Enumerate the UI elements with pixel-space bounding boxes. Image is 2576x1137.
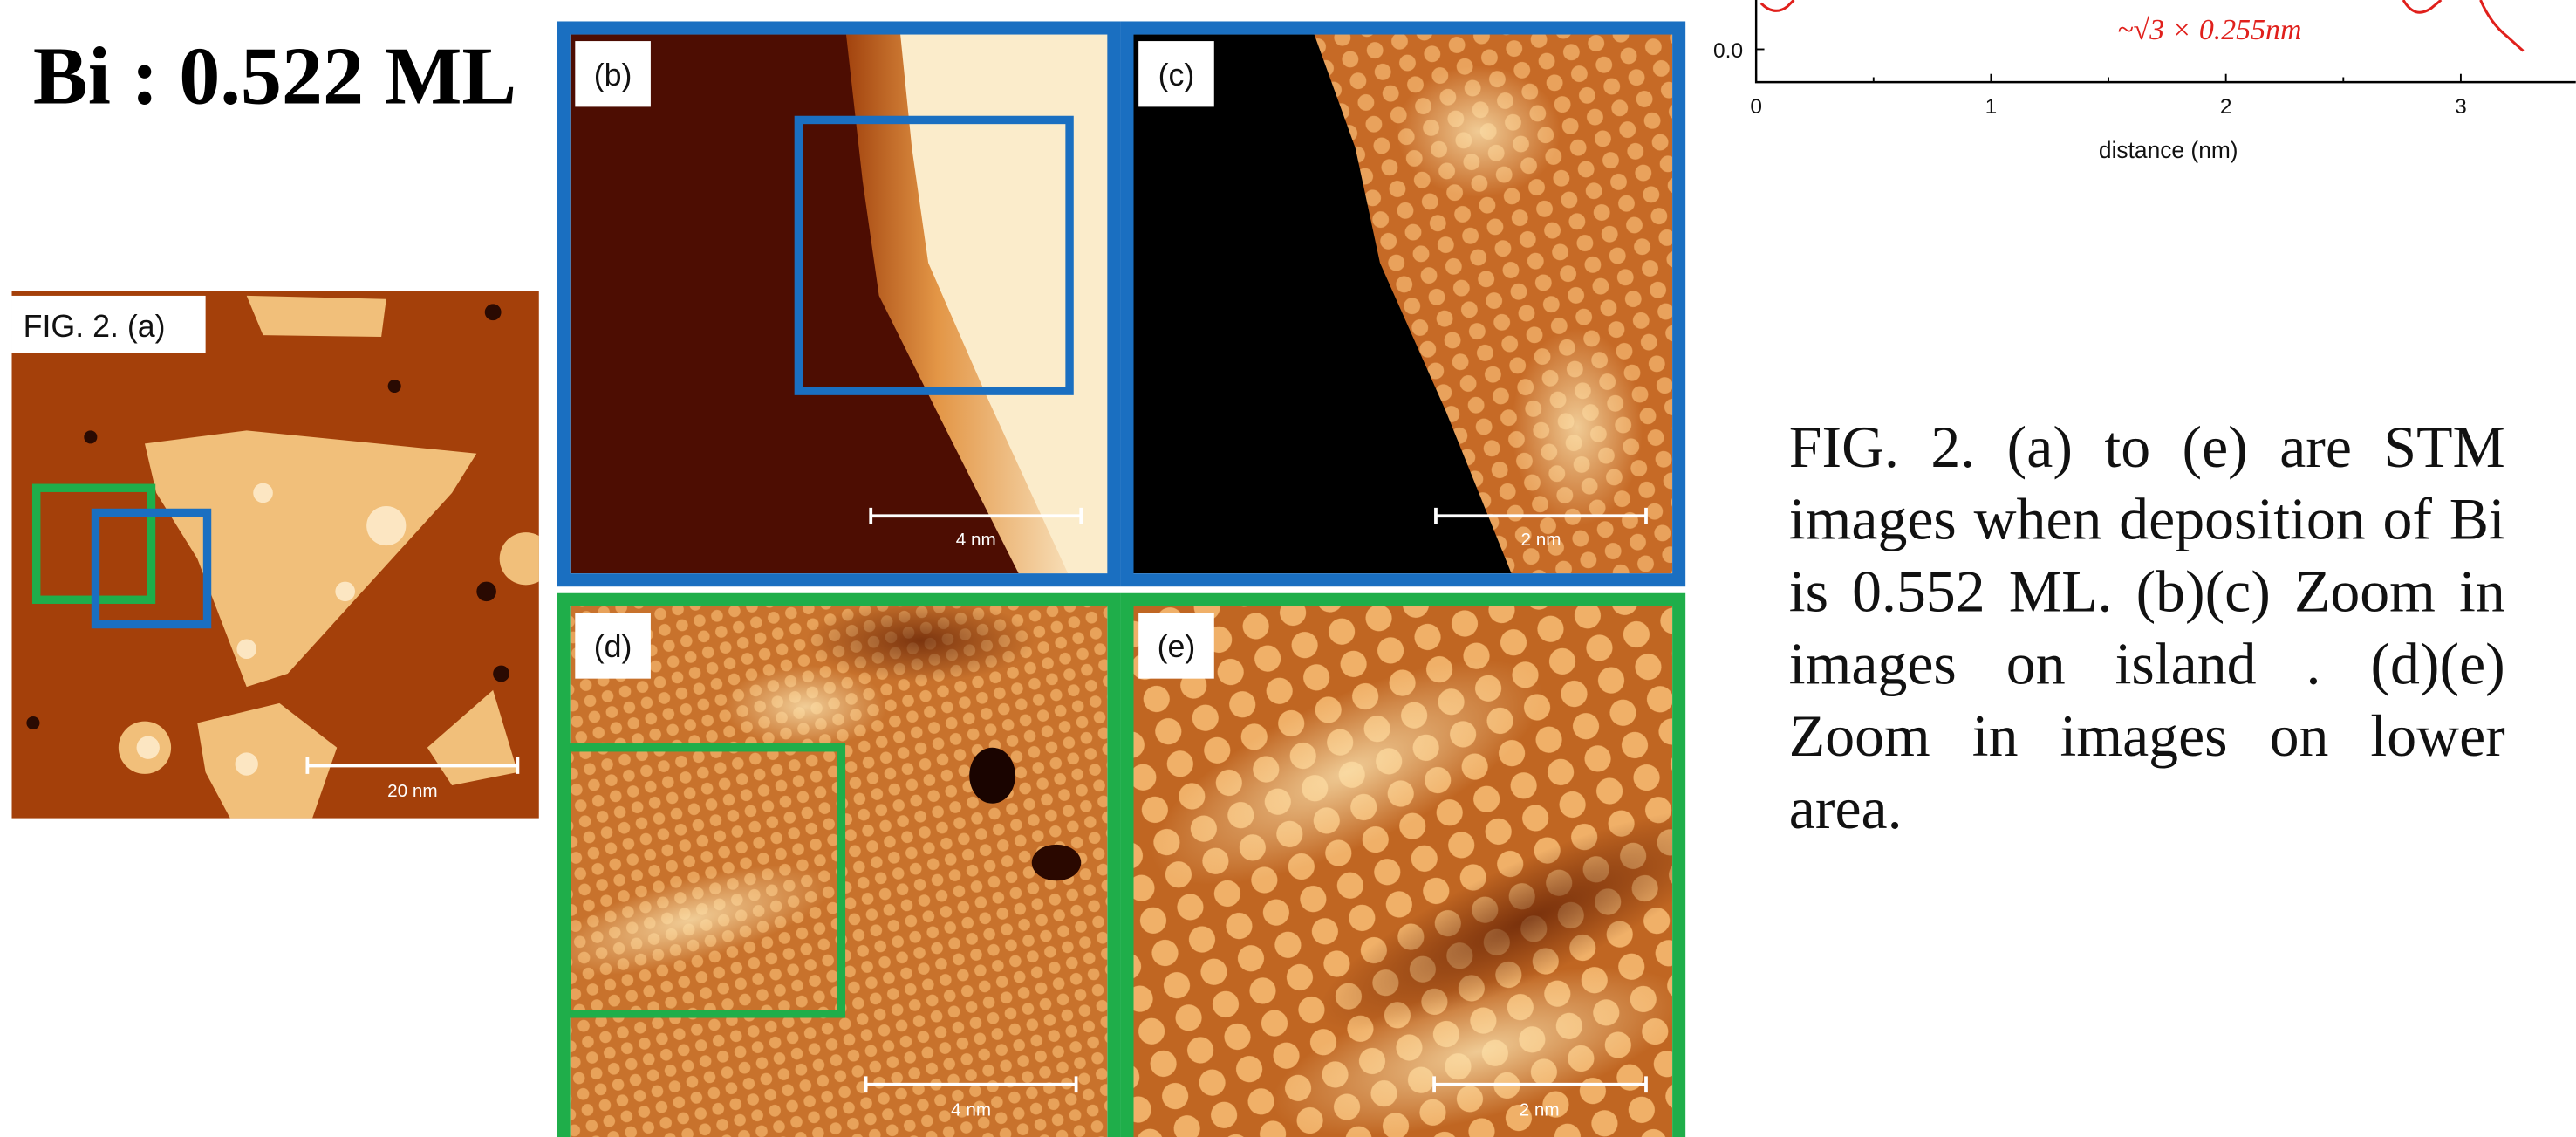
x-tick-label: 0 bbox=[1750, 95, 1762, 119]
stm-image-d bbox=[536, 599, 1107, 1137]
panel-label: FIG. 2. (a) bbox=[24, 309, 166, 344]
scale-bar-label: 4 nm bbox=[951, 1100, 991, 1120]
slide: Bi : 0.522 ML FIG. 2. (a) 20 nm (b) 4 nm bbox=[0, 0, 2576, 1137]
slide-title: Bi : 0.522 ML bbox=[33, 31, 516, 122]
scale-bar-label: 2 nm bbox=[1520, 530, 1561, 550]
panel-label: (e) bbox=[1158, 629, 1196, 664]
stm-image-c bbox=[1134, 35, 1673, 574]
caption-box: FIG. 2. (a) to (e) are STM images when d… bbox=[1789, 411, 2505, 871]
x-axis-label: distance (nm) bbox=[2099, 137, 2238, 163]
scale-bar-label: 20 nm bbox=[387, 781, 438, 801]
x-tick-label: 1 bbox=[1985, 95, 1998, 119]
scale-bar-label: 2 nm bbox=[1520, 1100, 1560, 1120]
x-tick-label: 2 bbox=[2220, 95, 2232, 119]
scale-bar-label: 4 nm bbox=[956, 530, 996, 550]
panel-label: (b) bbox=[594, 58, 632, 92]
page: {"title": "Bi : 0.522 ML", "panels": [ {… bbox=[0, 0, 2576, 1137]
annotation: ~√3 × 0.255nm bbox=[2117, 14, 2301, 46]
panel-label: (c) bbox=[1158, 58, 1195, 92]
panel-label: (d) bbox=[594, 629, 632, 664]
profile-plot: ~√3 × 0.255nm distance (nm) 0 1 2 3 0.0 bbox=[1713, 0, 2576, 163]
y-tick-label: 0.0 bbox=[1713, 39, 1743, 63]
stm-image-b bbox=[571, 35, 1108, 574]
stm-image-e bbox=[1123, 606, 1761, 1137]
caption: FIG. 2. (a) to (e) are STM images when d… bbox=[1789, 411, 2505, 845]
x-tick-label: 3 bbox=[2455, 95, 2467, 119]
